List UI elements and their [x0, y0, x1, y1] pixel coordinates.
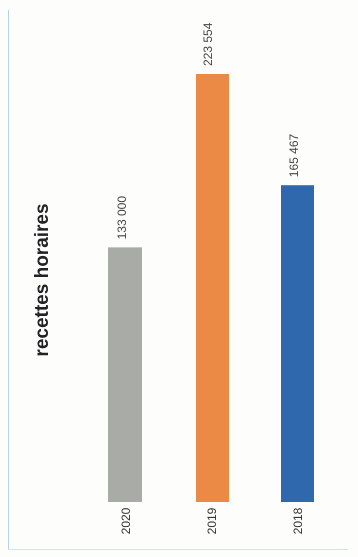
value-label-2019: 223 554 [201, 22, 215, 66]
bar-2019 [196, 74, 229, 502]
category-label-2020: 2020 [119, 507, 133, 534]
category-label-2019: 2019 [205, 507, 219, 534]
frame-left-border [8, 10, 9, 550]
value-label-2018: 165 467 [287, 134, 301, 178]
bars-group [108, 74, 314, 502]
category-label-2018: 2018 [291, 507, 305, 534]
frame-bottom-border [8, 549, 348, 550]
category-labels-group: 2020 2019 2018 [119, 507, 305, 534]
bar-2020 [108, 247, 142, 502]
value-labels-group: 133 000 223 554 165 467 [115, 22, 301, 239]
bar-2018 [281, 185, 314, 502]
value-label-2020: 133 000 [115, 196, 129, 240]
chart-title: recettes horaires [32, 203, 53, 356]
